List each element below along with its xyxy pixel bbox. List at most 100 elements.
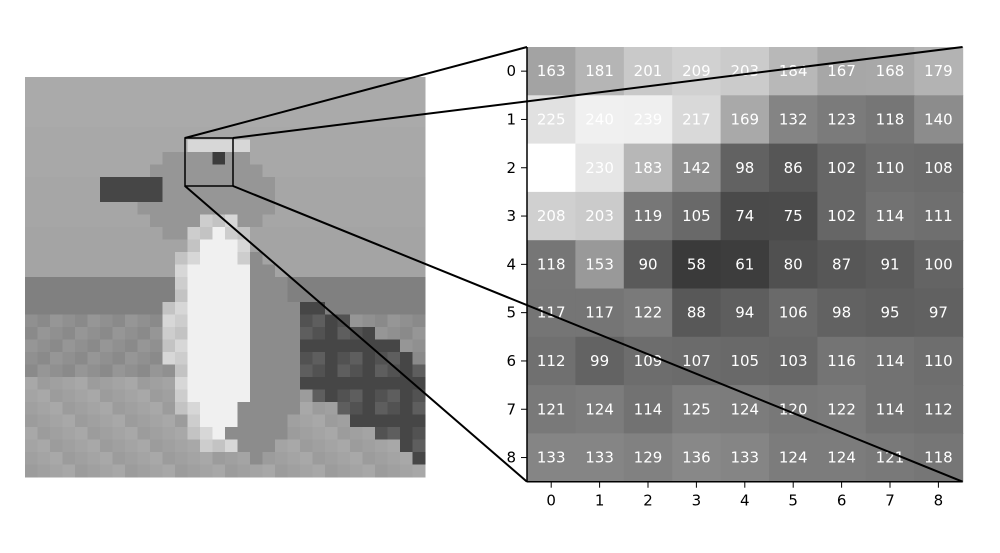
matrix-cell bbox=[575, 143, 625, 193]
matrix-cell bbox=[527, 143, 576, 193]
cell-value: 121 bbox=[876, 449, 905, 467]
cell-value: 118 bbox=[876, 110, 905, 128]
matrix-cell bbox=[865, 143, 915, 193]
cell-value: 90 bbox=[638, 255, 657, 273]
matrix-cell bbox=[672, 433, 722, 483]
matrix-cell bbox=[865, 433, 915, 483]
matrix-cell bbox=[817, 433, 867, 483]
cell-value: 86 bbox=[784, 159, 803, 177]
cell-value: 102 bbox=[827, 207, 856, 225]
cell-value: 124 bbox=[827, 449, 856, 467]
cell-value: 118 bbox=[537, 255, 566, 273]
cell-value: 110 bbox=[924, 352, 953, 370]
matrix-cell bbox=[623, 240, 673, 290]
row-tick-label: 6 bbox=[506, 352, 516, 370]
zoom-region-box bbox=[184, 137, 234, 187]
cell-value: 114 bbox=[876, 207, 905, 225]
matrix-cell bbox=[865, 288, 915, 338]
matrix-cell bbox=[672, 191, 722, 241]
matrix-cell bbox=[769, 385, 818, 434]
cell-value: 102 bbox=[827, 159, 856, 177]
col-tick-label: 6 bbox=[837, 492, 847, 510]
cell-value: 110 bbox=[876, 159, 905, 177]
row-tick-label: 1 bbox=[506, 110, 516, 128]
cell-value: 142 bbox=[682, 159, 711, 177]
col-tick-label: 1 bbox=[595, 492, 605, 510]
matrix-cell bbox=[575, 336, 625, 386]
zoom-connector-lines bbox=[184, 46, 963, 483]
matrix-cell bbox=[914, 143, 964, 193]
cell-value: 114 bbox=[876, 352, 905, 370]
matrix-cell bbox=[623, 95, 673, 145]
matrix-cell bbox=[720, 95, 770, 145]
cell-value: 95 bbox=[880, 304, 899, 322]
row-tick-labels: 0 1 2 3 4 5 6 7 8 bbox=[506, 62, 527, 467]
cell-value: 120 bbox=[779, 400, 808, 418]
matrix-cell bbox=[914, 240, 964, 290]
matrix-cell bbox=[817, 191, 867, 241]
col-tick-label: 0 bbox=[546, 492, 556, 510]
matrix-cell bbox=[672, 336, 722, 386]
cell-value: 88 bbox=[687, 304, 706, 322]
cell-value: 105 bbox=[682, 207, 711, 225]
cell-value: 225 bbox=[537, 110, 566, 128]
row-tick-label: 3 bbox=[506, 207, 516, 225]
cell-value: 217 bbox=[682, 110, 711, 128]
matrix-cell bbox=[672, 47, 722, 96]
cell-value: 80 bbox=[784, 255, 803, 273]
matrix-cell bbox=[769, 433, 818, 483]
cell-value: 183 bbox=[634, 159, 663, 177]
row-tick-label: 0 bbox=[506, 62, 516, 80]
cell-value: 208 bbox=[537, 207, 566, 225]
cell-value: 87 bbox=[832, 255, 851, 273]
matrix-cell bbox=[672, 385, 722, 434]
cell-value: 201 bbox=[634, 62, 663, 80]
cell-value: 169 bbox=[730, 110, 759, 128]
cell-value: 203 bbox=[585, 207, 614, 225]
matrix-cell bbox=[817, 288, 867, 338]
cell-value: 239 bbox=[634, 110, 663, 128]
cell-value: 168 bbox=[876, 62, 905, 80]
matrix-cell bbox=[914, 191, 964, 241]
cell-value: 103 bbox=[779, 352, 808, 370]
matrix-cell bbox=[672, 240, 722, 290]
cell-value: 181 bbox=[585, 62, 614, 80]
cell-value: 119 bbox=[634, 207, 663, 225]
cell-value: 112 bbox=[924, 400, 953, 418]
cell-value: 230 bbox=[585, 159, 614, 177]
row-tick-label: 7 bbox=[506, 400, 516, 418]
matrix-cell bbox=[575, 433, 625, 483]
cell-value: 118 bbox=[924, 449, 953, 467]
cell-value: 105 bbox=[730, 352, 759, 370]
matrix-cell bbox=[865, 385, 915, 434]
matrix-cell bbox=[769, 288, 818, 338]
matrix-cell bbox=[817, 95, 867, 145]
matrix-cell bbox=[527, 47, 576, 96]
matrix-cell bbox=[914, 95, 964, 145]
matrix-cell bbox=[865, 95, 915, 145]
cell-value: 140 bbox=[924, 110, 953, 128]
cell-value: 74 bbox=[735, 207, 754, 225]
matrix-cell bbox=[817, 143, 867, 193]
cell-value: 58 bbox=[687, 255, 706, 273]
matrix-cell bbox=[623, 385, 673, 434]
matrix-cell bbox=[623, 191, 673, 241]
row-tick-label: 4 bbox=[506, 255, 516, 273]
cell-value: 179 bbox=[924, 62, 953, 80]
matrix-cell bbox=[623, 288, 673, 338]
matrix-cell bbox=[575, 288, 625, 338]
cell-value: 124 bbox=[730, 400, 759, 418]
connector-line bbox=[184, 46, 528, 139]
col-tick-label: 8 bbox=[934, 492, 944, 510]
matrix-cell bbox=[527, 191, 576, 241]
matrix-cell bbox=[914, 336, 964, 386]
matrix-cell bbox=[575, 47, 625, 96]
matrix-cell bbox=[672, 95, 722, 145]
connector-line bbox=[232, 46, 963, 139]
matrix-cell bbox=[817, 47, 867, 96]
cell-value: 112 bbox=[537, 352, 566, 370]
matrix-cell bbox=[769, 47, 818, 96]
cell-value: 100 bbox=[924, 255, 953, 273]
matrix-cell bbox=[575, 240, 625, 290]
